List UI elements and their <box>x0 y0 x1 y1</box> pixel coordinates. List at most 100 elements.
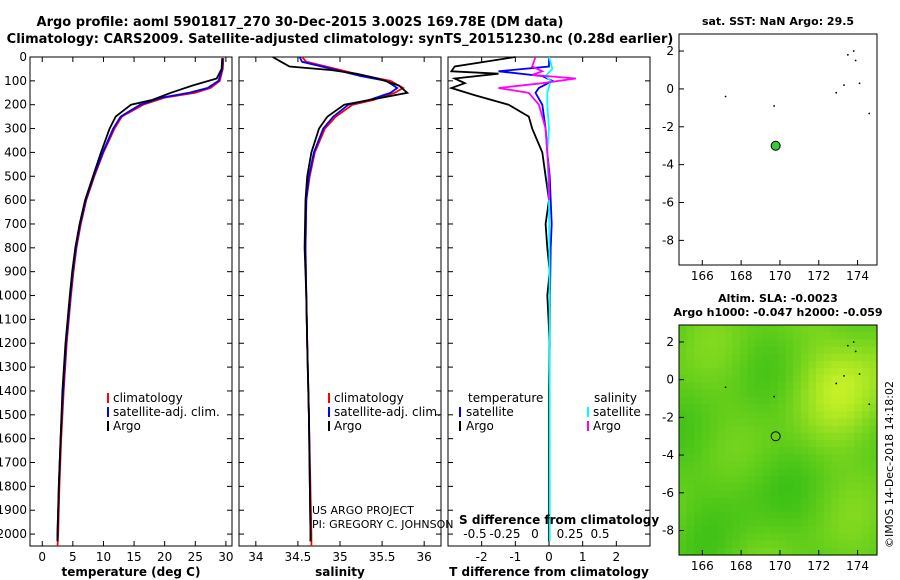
sla-heat-cell <box>694 389 703 398</box>
sla-heat-cell <box>755 375 764 384</box>
sla-heat-cell <box>679 540 688 549</box>
sla-heat-cell <box>724 432 733 441</box>
sla-heat-cell <box>831 526 840 535</box>
sla-heat-cell <box>724 468 733 477</box>
sla-heat-cell <box>785 389 794 398</box>
sla-heat-cell <box>846 339 855 348</box>
depth-tick-label: 1800 <box>0 479 27 493</box>
sla-heat-cell <box>800 404 809 412</box>
sla-heat-cell <box>831 368 840 376</box>
depth-tick-label: 1900 <box>0 503 27 517</box>
sla-heat-cell <box>793 468 802 477</box>
sla-heat-cell <box>854 461 863 470</box>
sla-heat-cell <box>709 475 718 484</box>
sla-heat-cell <box>846 368 855 376</box>
sla-heat-cell <box>854 497 863 506</box>
sla-heat-cell <box>694 490 703 499</box>
sla-heat-cell <box>747 368 756 376</box>
sla-heat-cell <box>717 490 726 499</box>
sla-heat-cell <box>724 332 733 340</box>
temperature-xtick-label: 25 <box>188 550 203 564</box>
sla-heat-cell <box>861 382 870 391</box>
sla-heat-cell <box>846 382 855 391</box>
sla-heat-cell <box>739 511 749 520</box>
sla-heat-cell <box>717 332 726 340</box>
sla-heat-cell <box>869 490 878 499</box>
salinity-panel: 34 34.5 35 35.5 36 salinity climatologysatelli… <box>238 56 442 579</box>
sst_map-coast-point <box>854 59 857 62</box>
sla-heat-cell <box>854 483 863 491</box>
sla-heat-cell <box>816 490 825 499</box>
sla-heat-cell <box>808 497 817 506</box>
sla-heat-cell <box>755 432 764 441</box>
sla-heat-cell <box>785 533 794 542</box>
sla-heat-cell <box>846 497 855 506</box>
sla-heat-cell <box>854 511 863 520</box>
sla_map-coast-point <box>852 341 855 343</box>
salinity-series-argo <box>272 56 410 542</box>
sst_map-coast-point <box>843 84 845 87</box>
sla-heat-cell <box>732 511 741 520</box>
sla-heat-cell <box>793 447 802 455</box>
sla-heat-cell <box>709 425 718 434</box>
sla-heat-cell <box>831 497 840 506</box>
sla-heat-cell <box>831 425 840 434</box>
sla-heat-cell <box>854 411 863 420</box>
sla-heat-cell <box>861 454 870 463</box>
sla-heat-cell <box>755 483 764 491</box>
sla-heat-cell <box>793 533 802 542</box>
sla-heat-cell <box>854 368 863 376</box>
sla-heat-cell <box>732 368 741 376</box>
sla-heat-cell <box>861 504 870 513</box>
sla-heat-cell <box>732 526 741 535</box>
sla-heat-cell <box>778 540 787 549</box>
sla-heat-cell <box>778 440 787 448</box>
sla-heat-cell <box>686 396 695 405</box>
sla-heat-cell <box>709 497 718 506</box>
sla-heat-cell <box>739 425 749 434</box>
sla-heat-cell <box>823 418 832 427</box>
sla-heat-cell <box>846 526 855 535</box>
sla-heat-cell <box>778 475 787 484</box>
sla-heat-cell <box>831 432 840 441</box>
sla-map-title: Altim. SLA: -0.0023 <box>718 292 838 305</box>
sla-heat-cell <box>732 332 741 340</box>
sla-heat-cell <box>785 468 794 477</box>
sla-heat-cell <box>785 483 794 491</box>
sla-heat-cell <box>831 375 840 384</box>
sla-heat-cell <box>861 540 870 549</box>
sla-heat-cell <box>778 404 787 412</box>
sla-heat-cell <box>679 511 688 520</box>
depth-tick-label: 1300 <box>0 360 27 374</box>
sla-heat-cell <box>762 547 771 556</box>
sla-heat-cell <box>701 353 710 362</box>
sla-heat-cell <box>838 425 848 434</box>
depth-tick-label: 400 <box>4 145 27 159</box>
sla-heat-cell <box>755 447 764 455</box>
sla-heat-cell <box>762 440 771 448</box>
sla-heat-cell <box>755 461 764 470</box>
sla-heat-cell <box>778 375 787 384</box>
sla-heat-cell <box>755 504 764 513</box>
sla_map-coast-point <box>846 344 849 347</box>
sla-heat-cell <box>709 483 718 491</box>
sla-heat-cell <box>709 533 718 542</box>
sla-heat-cell <box>831 447 840 455</box>
sla-heat-cell <box>778 325 787 333</box>
sla-heat-cell <box>717 389 726 398</box>
sla-heat-cell <box>778 360 787 369</box>
temperature-frame <box>29 56 233 547</box>
sla-heat-cell <box>686 519 695 527</box>
sla-heat-cell <box>793 540 802 549</box>
sla-heat-cell <box>686 389 695 398</box>
sla-heat-cell <box>694 418 703 427</box>
sla-heat-cell <box>755 396 764 405</box>
sla-heat-cell <box>717 468 726 477</box>
sla-heat-cell <box>755 418 764 427</box>
sla-heat-cell <box>686 504 695 513</box>
sla-heat-cell <box>823 519 832 527</box>
sla-heat-cell <box>686 325 695 333</box>
sla-heat-cell <box>800 540 809 549</box>
sla-heat-cell <box>793 325 802 333</box>
